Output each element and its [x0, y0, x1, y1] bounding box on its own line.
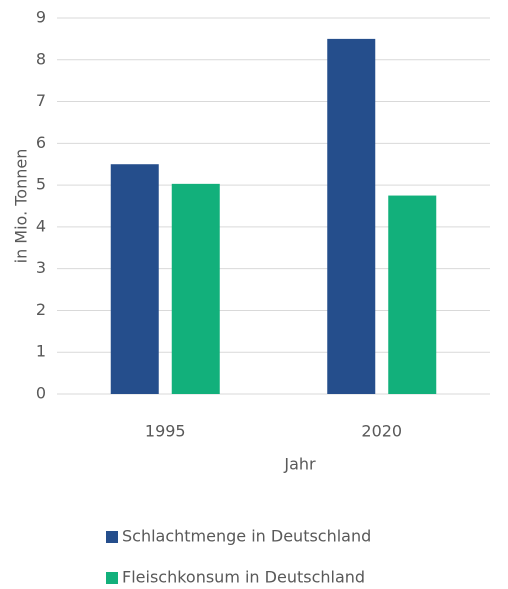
y-tick-label: 6	[36, 133, 46, 152]
bar	[110, 164, 159, 394]
bar	[171, 183, 220, 394]
legend-label: Schlachtmenge in Deutschland	[122, 527, 371, 546]
y-tick-label: 8	[36, 49, 46, 68]
y-tick-label: 9	[36, 8, 46, 27]
legend-swatch	[106, 572, 118, 584]
y-tick-label: 3	[36, 258, 46, 277]
y-axis-label: in Mio. Tonnen	[12, 149, 31, 264]
x-tick-label: 2020	[361, 422, 402, 441]
x-axis-label: Jahr	[283, 455, 316, 474]
y-tick-label: 2	[36, 300, 46, 319]
y-tick-label: 1	[36, 342, 46, 361]
legend-label: Fleischkonsum in Deutschland	[122, 568, 365, 587]
x-tick-label: 1995	[145, 422, 186, 441]
legend-swatch	[106, 531, 118, 543]
y-tick-label: 5	[36, 175, 46, 194]
y-tick-label: 4	[36, 216, 46, 235]
y-tick-label: 7	[36, 91, 46, 110]
y-tick-label: 0	[36, 384, 46, 403]
bar	[388, 195, 437, 394]
bar	[327, 38, 376, 395]
